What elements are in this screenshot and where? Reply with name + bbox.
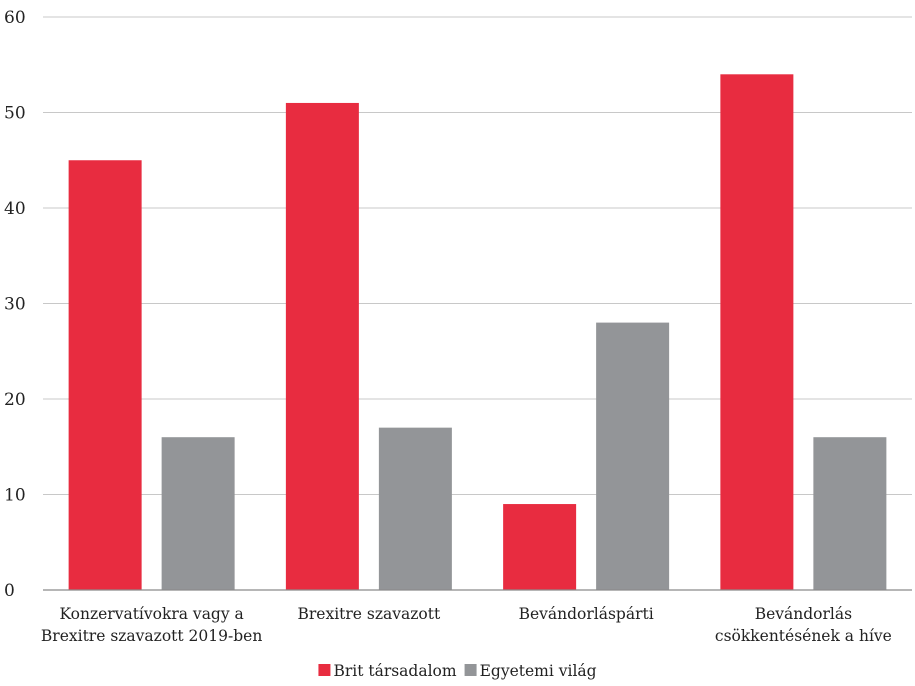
legend-swatch: [318, 664, 331, 676]
x-category-label: Brexitre szavazott: [298, 605, 441, 623]
y-tick-label: 60: [4, 8, 26, 28]
y-tick-label: 10: [4, 486, 26, 506]
bar-brit-tarsadalom-1: [285, 102, 359, 590]
x-category-label: Konzervatívokra vagy a: [59, 605, 243, 623]
y-tick-label: 50: [4, 104, 26, 124]
x-category-label: Bevándorláspárti: [519, 605, 654, 623]
y-tick-label: 20: [4, 390, 26, 410]
bar-egyetemi-vilag-1: [378, 427, 452, 590]
legend-label: Egyetemi világ: [480, 662, 597, 680]
y-axis-tick-labels: 0 10 20 30 40 50 60: [4, 8, 26, 601]
x-category-label: Bevándorlás: [755, 605, 852, 623]
bars: [68, 74, 887, 591]
legend: Brit társadalom Egyetemi világ: [318, 662, 597, 680]
legend-item: Egyetemi világ: [464, 662, 597, 680]
x-category-label: csökkentésének a híve: [715, 627, 892, 645]
bar-egyetemi-vilag-0: [161, 437, 235, 590]
x-axis-category-labels: Konzervatívokra vagy a Brexitre szavazott…: [41, 605, 892, 645]
bar-brit-tarsadalom-0: [68, 160, 142, 590]
legend-swatch: [464, 664, 477, 676]
x-category-label: Brexitre szavazott 2019-ben: [41, 627, 262, 645]
y-tick-label: 30: [4, 295, 26, 315]
bar-egyetemi-vilag-2: [596, 322, 670, 590]
legend-label: Brit társadalom: [333, 662, 456, 680]
bar-egyetemi-vilag-3: [813, 437, 887, 590]
bar-brit-tarsadalom-2: [503, 504, 577, 590]
legend-item: Brit társadalom: [318, 662, 457, 680]
y-tick-label: 0: [4, 581, 15, 601]
y-tick-label: 40: [4, 199, 26, 219]
bar-brit-tarsadalom-3: [720, 74, 794, 591]
